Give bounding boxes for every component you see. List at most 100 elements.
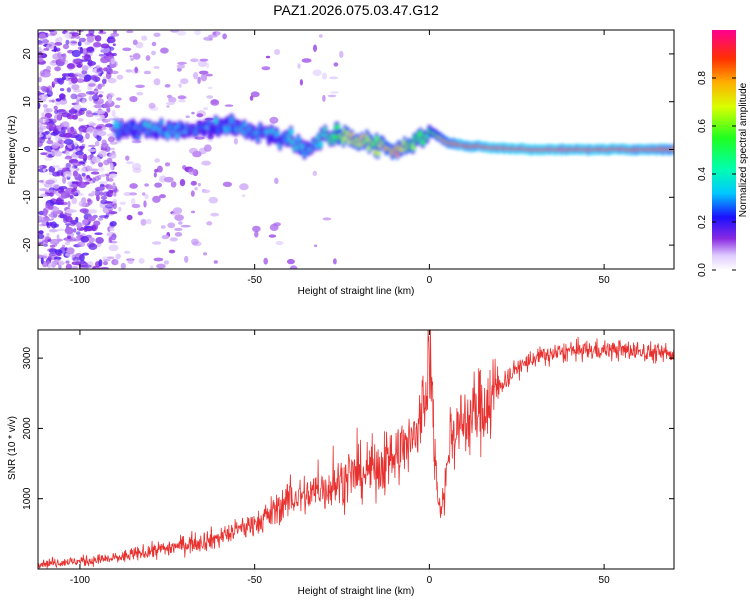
heatmap-noise-blob: [179, 179, 186, 187]
heatmap-noise-blob: [67, 209, 77, 213]
heatmap-noise-blob: [79, 208, 90, 214]
snr-y-ticks: 1000 2000 3000: [22, 347, 674, 510]
heatmap-noise-blob: [39, 70, 45, 77]
heatmap-noise-blob: [207, 86, 213, 90]
heatmap-noise-blob: [120, 262, 126, 269]
heatmap-noise-blob: [104, 201, 113, 204]
heatmap-noise-blob: [268, 234, 277, 238]
heatmap-noise-blob: [38, 120, 44, 127]
heatmap-noise-blob: [46, 65, 51, 71]
heatmap-noise-blob: [109, 189, 114, 193]
heatmap-noise-blob: [87, 209, 98, 214]
heatmap-noise-blob: [89, 122, 97, 127]
heatmap-noise-blob: [203, 107, 209, 111]
heatmap-noise-blob: [107, 133, 115, 137]
heatmap-noise-blob: [138, 257, 145, 264]
heatmap-noise-blob: [98, 259, 103, 267]
heatmap-noise-blob: [143, 70, 152, 75]
x-tick-label: -100: [70, 275, 90, 286]
heatmap-noise-blob: [112, 52, 117, 57]
heatmap-noise-blob: [45, 179, 56, 185]
heatmap-noise-blob: [96, 194, 100, 202]
heatmap-noise-blob: [40, 152, 48, 156]
heatmap-noise-blob: [83, 79, 90, 82]
heatmap-noise-blob: [134, 66, 138, 74]
heatmap-noise-blob: [51, 123, 57, 131]
heatmap-noise-blob: [166, 105, 170, 108]
heatmap-noise-blob: [194, 30, 201, 36]
heatmap-noise-blob: [68, 73, 75, 78]
heatmap-noise-blob: [81, 264, 92, 268]
heatmap-noise-blob: [99, 114, 105, 120]
heatmap-noise-blob: [48, 171, 53, 176]
heatmap-noise-blob: [67, 127, 77, 134]
heatmap-noise-blob: [100, 147, 108, 151]
heatmap-noise-blob: [38, 102, 41, 110]
heatmap-noise-blob: [108, 152, 117, 159]
heatmap-noise-blob: [91, 190, 96, 196]
heatmap-noise-blob: [127, 258, 134, 264]
heatmap-noise-blob: [60, 126, 68, 130]
heatmap-noise-blob: [62, 176, 67, 184]
heatmap-noise-blob: [63, 139, 74, 145]
heatmap-noise-blob: [123, 191, 132, 197]
ridge-core: [214, 117, 219, 125]
heatmap-noise-blob: [81, 48, 89, 55]
heatmap-noise-blob: [213, 260, 218, 264]
heatmap-noise-blob: [67, 181, 73, 186]
colorbar-tick-label: 0.0: [697, 263, 708, 277]
heatmap-noise-blob: [198, 70, 209, 75]
x-tick-label: 50: [599, 275, 611, 286]
ridge-core: [288, 128, 294, 136]
heatmap-noise-blob: [74, 35, 81, 39]
x-tick-label: -50: [247, 575, 262, 586]
heatmap-ridge: [112, 113, 674, 160]
heatmap-noise-blob: [40, 193, 47, 198]
heatmap-noise-blob: [261, 66, 271, 71]
heatmap-noise-blob: [87, 154, 93, 161]
heatmap-noise-blob: [88, 94, 94, 102]
heatmap-noise-blob: [38, 47, 42, 50]
heatmap-noise-blob: [109, 221, 117, 227]
heatmap-noise-blob: [132, 167, 142, 174]
heatmap-noise-blob: [65, 263, 73, 269]
heatmap-noise-blob: [125, 161, 134, 165]
heatmap-noise-blob: [71, 84, 80, 90]
heatmap-y-axis-label: Frequency (Hz): [7, 116, 18, 185]
heatmap-noise-blob: [66, 247, 75, 255]
heatmap-noise-blob: [67, 200, 71, 208]
heatmap-noise-blob: [59, 56, 66, 62]
heatmap-noise-blob: [111, 109, 116, 117]
heatmap-noise-blob: [95, 186, 105, 191]
heatmap-noise-blob: [71, 150, 76, 153]
heatmap-noise-blob: [206, 95, 214, 99]
heatmap-noise-blob: [199, 58, 209, 62]
heatmap-noise-blob: [38, 41, 44, 45]
heatmap-noise-blob: [269, 116, 279, 124]
heatmap-noise-blob: [52, 183, 60, 189]
heatmap-noise-blob: [78, 154, 88, 159]
heatmap-noise-blob: [254, 231, 259, 238]
heatmap-noise-blob: [210, 212, 220, 217]
heatmap-noise-blob: [62, 43, 70, 50]
heatmap-noise-blob: [110, 58, 116, 65]
heatmap-noise-blob: [38, 223, 47, 227]
heatmap-noise-blob: [73, 228, 77, 233]
heatmap-noise-blob: [70, 183, 78, 188]
heatmap-noise-blob: [54, 113, 62, 121]
heatmap-noise-blob: [168, 249, 176, 254]
heatmap-noise-blob: [38, 127, 44, 134]
colorbar-gradient: [712, 30, 736, 270]
heatmap-noise-blob: [152, 195, 161, 203]
figure-title: PAZ1.2026.075.03.47.G12: [273, 2, 439, 18]
heatmap-noise-blob: [174, 214, 184, 222]
snr-x-axis-label: Height of straight line (km): [298, 586, 415, 597]
heatmap-noise-blob: [97, 130, 107, 137]
heatmap-x-axis-label: Height of straight line (km): [298, 286, 415, 297]
heatmap-noise-blob: [191, 111, 195, 115]
heatmap-noise-blob: [91, 265, 101, 269]
heatmap-x-ticks: -100 -50 0 50: [70, 30, 610, 286]
heatmap-noise-blob: [149, 265, 154, 269]
heatmap-noise-blob: [87, 46, 94, 52]
